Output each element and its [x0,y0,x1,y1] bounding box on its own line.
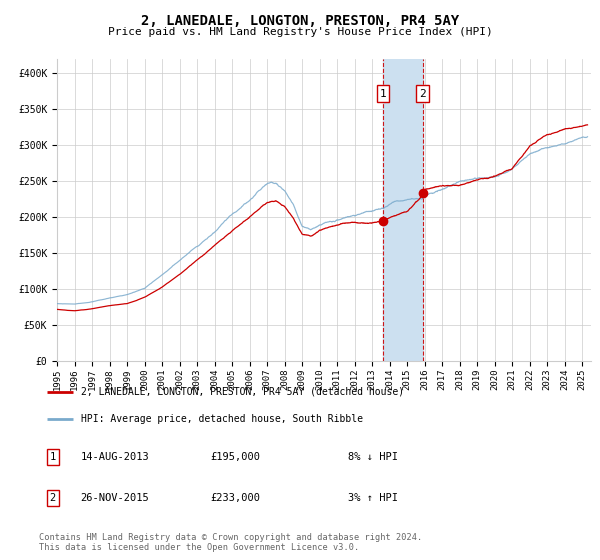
Text: HPI: Average price, detached house, South Ribble: HPI: Average price, detached house, Sout… [81,414,363,424]
Bar [383,59,423,361]
Text: Price paid vs. HM Land Registry's House Price Index (HPI): Price paid vs. HM Land Registry's House … [107,27,493,37]
Text: 2, LANEDALE, LONGTON, PRESTON, PR4 5AY: 2, LANEDALE, LONGTON, PRESTON, PR4 5AY [141,14,459,28]
Text: 14-AUG-2013: 14-AUG-2013 [80,452,149,462]
Text: 2: 2 [419,88,426,99]
Text: 8% ↓ HPI: 8% ↓ HPI [348,452,398,462]
Text: 26-NOV-2015: 26-NOV-2015 [80,493,149,503]
Text: 3% ↑ HPI: 3% ↑ HPI [348,493,398,503]
Text: This data is licensed under the Open Government Licence v3.0.: This data is licensed under the Open Gov… [39,543,359,552]
Text: 2, LANEDALE, LONGTON, PRESTON, PR4 5AY (detached house): 2, LANEDALE, LONGTON, PRESTON, PR4 5AY (… [81,386,404,396]
Text: £195,000: £195,000 [210,452,260,462]
Text: Contains HM Land Registry data © Crown copyright and database right 2024.: Contains HM Land Registry data © Crown c… [39,533,422,542]
Text: £233,000: £233,000 [210,493,260,503]
Text: 2: 2 [50,493,56,503]
Text: 1: 1 [380,88,386,99]
Text: 1: 1 [50,452,56,462]
